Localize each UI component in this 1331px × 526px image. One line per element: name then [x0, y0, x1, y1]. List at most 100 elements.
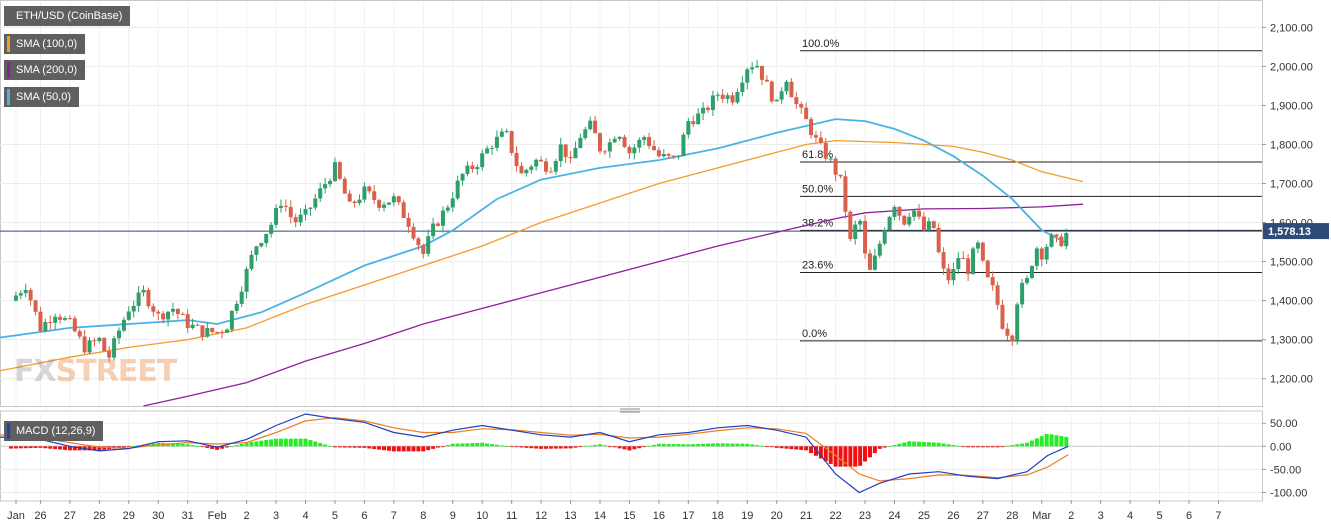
candle-body: [519, 166, 524, 174]
macd-histogram-bar: [23, 446, 28, 449]
candle-body: [529, 166, 534, 170]
x-tick-label: 8: [420, 510, 426, 522]
macd-frame: [0, 410, 1263, 502]
candle-body: [671, 155, 676, 157]
candle-body: [244, 268, 249, 292]
current-price-badge: [1263, 223, 1329, 240]
macd-histogram-bar: [332, 446, 337, 448]
x-tick-label: 29: [123, 510, 135, 522]
legend-macd[interactable]: MACD (12,26,9): [4, 421, 104, 441]
macd-histogram-bar: [480, 442, 485, 447]
y-tick-label: 1,500.00: [1270, 257, 1313, 269]
macd-histogram-bar: [43, 446, 48, 449]
macd-histogram-bar: [607, 446, 612, 448]
candle-body: [382, 204, 387, 208]
macd-histogram-bar: [926, 442, 931, 447]
candle-body: [926, 221, 931, 231]
macd-histogram-bar: [568, 446, 573, 449]
candle-body: [475, 167, 480, 170]
candle-body: [769, 81, 774, 102]
macd-histogram-bar: [936, 442, 941, 447]
macd-histogram-bar: [421, 446, 426, 452]
candle-body: [578, 137, 583, 148]
price-axis[interactable]: 2,100.00 2,000.00 1,900.00 1,800.00 1,700.00…: [1262, 22, 1329, 499]
macd-histogram-bar: [411, 446, 416, 452]
x-tick-label: 5: [1156, 510, 1162, 522]
candle-body: [421, 245, 426, 254]
macd-histogram-bar: [956, 445, 961, 447]
macd-histogram-bar: [485, 443, 490, 447]
macd-histogram-bar: [804, 446, 809, 451]
candle-body: [558, 144, 563, 162]
macd-histogram-bar: [92, 446, 97, 451]
candle-body: [917, 210, 922, 217]
macd-histogram-bar: [401, 446, 406, 452]
candle-body: [818, 137, 823, 143]
candle-body: [239, 291, 244, 304]
macd-histogram-bar: [710, 443, 715, 447]
candle-body: [1034, 248, 1039, 266]
macd-panel: [0, 413, 1262, 494]
candle-body: [701, 107, 706, 114]
candle-body: [1044, 246, 1049, 260]
macd-histogram-bar: [190, 445, 195, 447]
candle-body: [18, 293, 23, 296]
macd-y-tick-label: -50.00: [1270, 464, 1301, 476]
candlesticks[interactable]: [13, 59, 1069, 363]
y-tick-label: 1,200.00: [1270, 374, 1313, 386]
candle-body: [436, 223, 441, 226]
candle-body: [892, 206, 897, 217]
macd-histogram-bar: [470, 443, 475, 447]
macd-histogram-bar: [622, 446, 627, 450]
candle-body: [524, 169, 529, 174]
legend-sma-100[interactable]: SMA (100,0): [4, 34, 86, 54]
macd-histogram-bar: [917, 441, 922, 447]
macd-histogram-bar: [1034, 438, 1039, 447]
candle-body: [656, 150, 661, 157]
macd-histogram-bar: [602, 445, 607, 447]
candle-body: [784, 81, 789, 92]
candle-body: [440, 210, 445, 226]
macd-histogram-bar: [961, 446, 966, 448]
candle-body: [151, 306, 156, 312]
x-tick-label: 3: [1098, 510, 1104, 522]
chart-title[interactable]: ETH/USD (CoinBase): [4, 6, 131, 26]
macd-histogram-bar: [519, 446, 524, 448]
macd-histogram-bar: [220, 446, 225, 449]
candle-body: [431, 223, 436, 237]
x-tick-label: 27: [64, 510, 76, 522]
x-tick-label: 19: [741, 510, 753, 522]
candle-body: [946, 268, 951, 281]
candle-body: [858, 220, 863, 225]
macd-histogram-bar: [642, 446, 647, 448]
candle-body: [367, 186, 372, 192]
legend-sma-200[interactable]: SMA (200,0): [4, 60, 86, 80]
macd-histogram-bar: [745, 443, 750, 447]
candle-body: [38, 311, 43, 332]
macd-histogram-bar: [18, 446, 23, 449]
fxstreet-watermark: FXSTREET: [14, 354, 177, 389]
candle-body: [23, 289, 28, 294]
time-axis[interactable]: Jan 26 27 28 29 30 31 Feb 2 3 4 5 6 7 8 9 10 11 12 13 14 15 16…: [7, 500, 1222, 522]
macd-histogram-bar: [97, 446, 102, 451]
macd-histogram-bar: [691, 444, 696, 447]
macd-histogram-bar: [357, 446, 362, 448]
x-tick-label: 13: [564, 510, 576, 522]
macd-histogram-bar: [514, 446, 519, 448]
macd-histogram-bar: [377, 446, 382, 450]
legend-sma-50[interactable]: SMA (50,0): [4, 87, 80, 107]
macd-histogram-bar: [524, 446, 529, 448]
candle-body: [961, 258, 966, 260]
candle-body: [720, 94, 725, 99]
macd-histogram-bar: [902, 442, 907, 447]
candle-body: [274, 208, 279, 225]
macd-histogram-bar: [544, 446, 549, 449]
macd-histogram-bar: [637, 446, 642, 449]
macd-histogram-bar: [288, 438, 293, 447]
candle-body: [112, 338, 117, 358]
candle-body: [352, 201, 357, 204]
macd-histogram-bar: [818, 446, 823, 459]
macd-histogram-bar: [696, 443, 701, 447]
candle-body: [205, 327, 210, 337]
sma-200-line: [143, 203, 1084, 407]
